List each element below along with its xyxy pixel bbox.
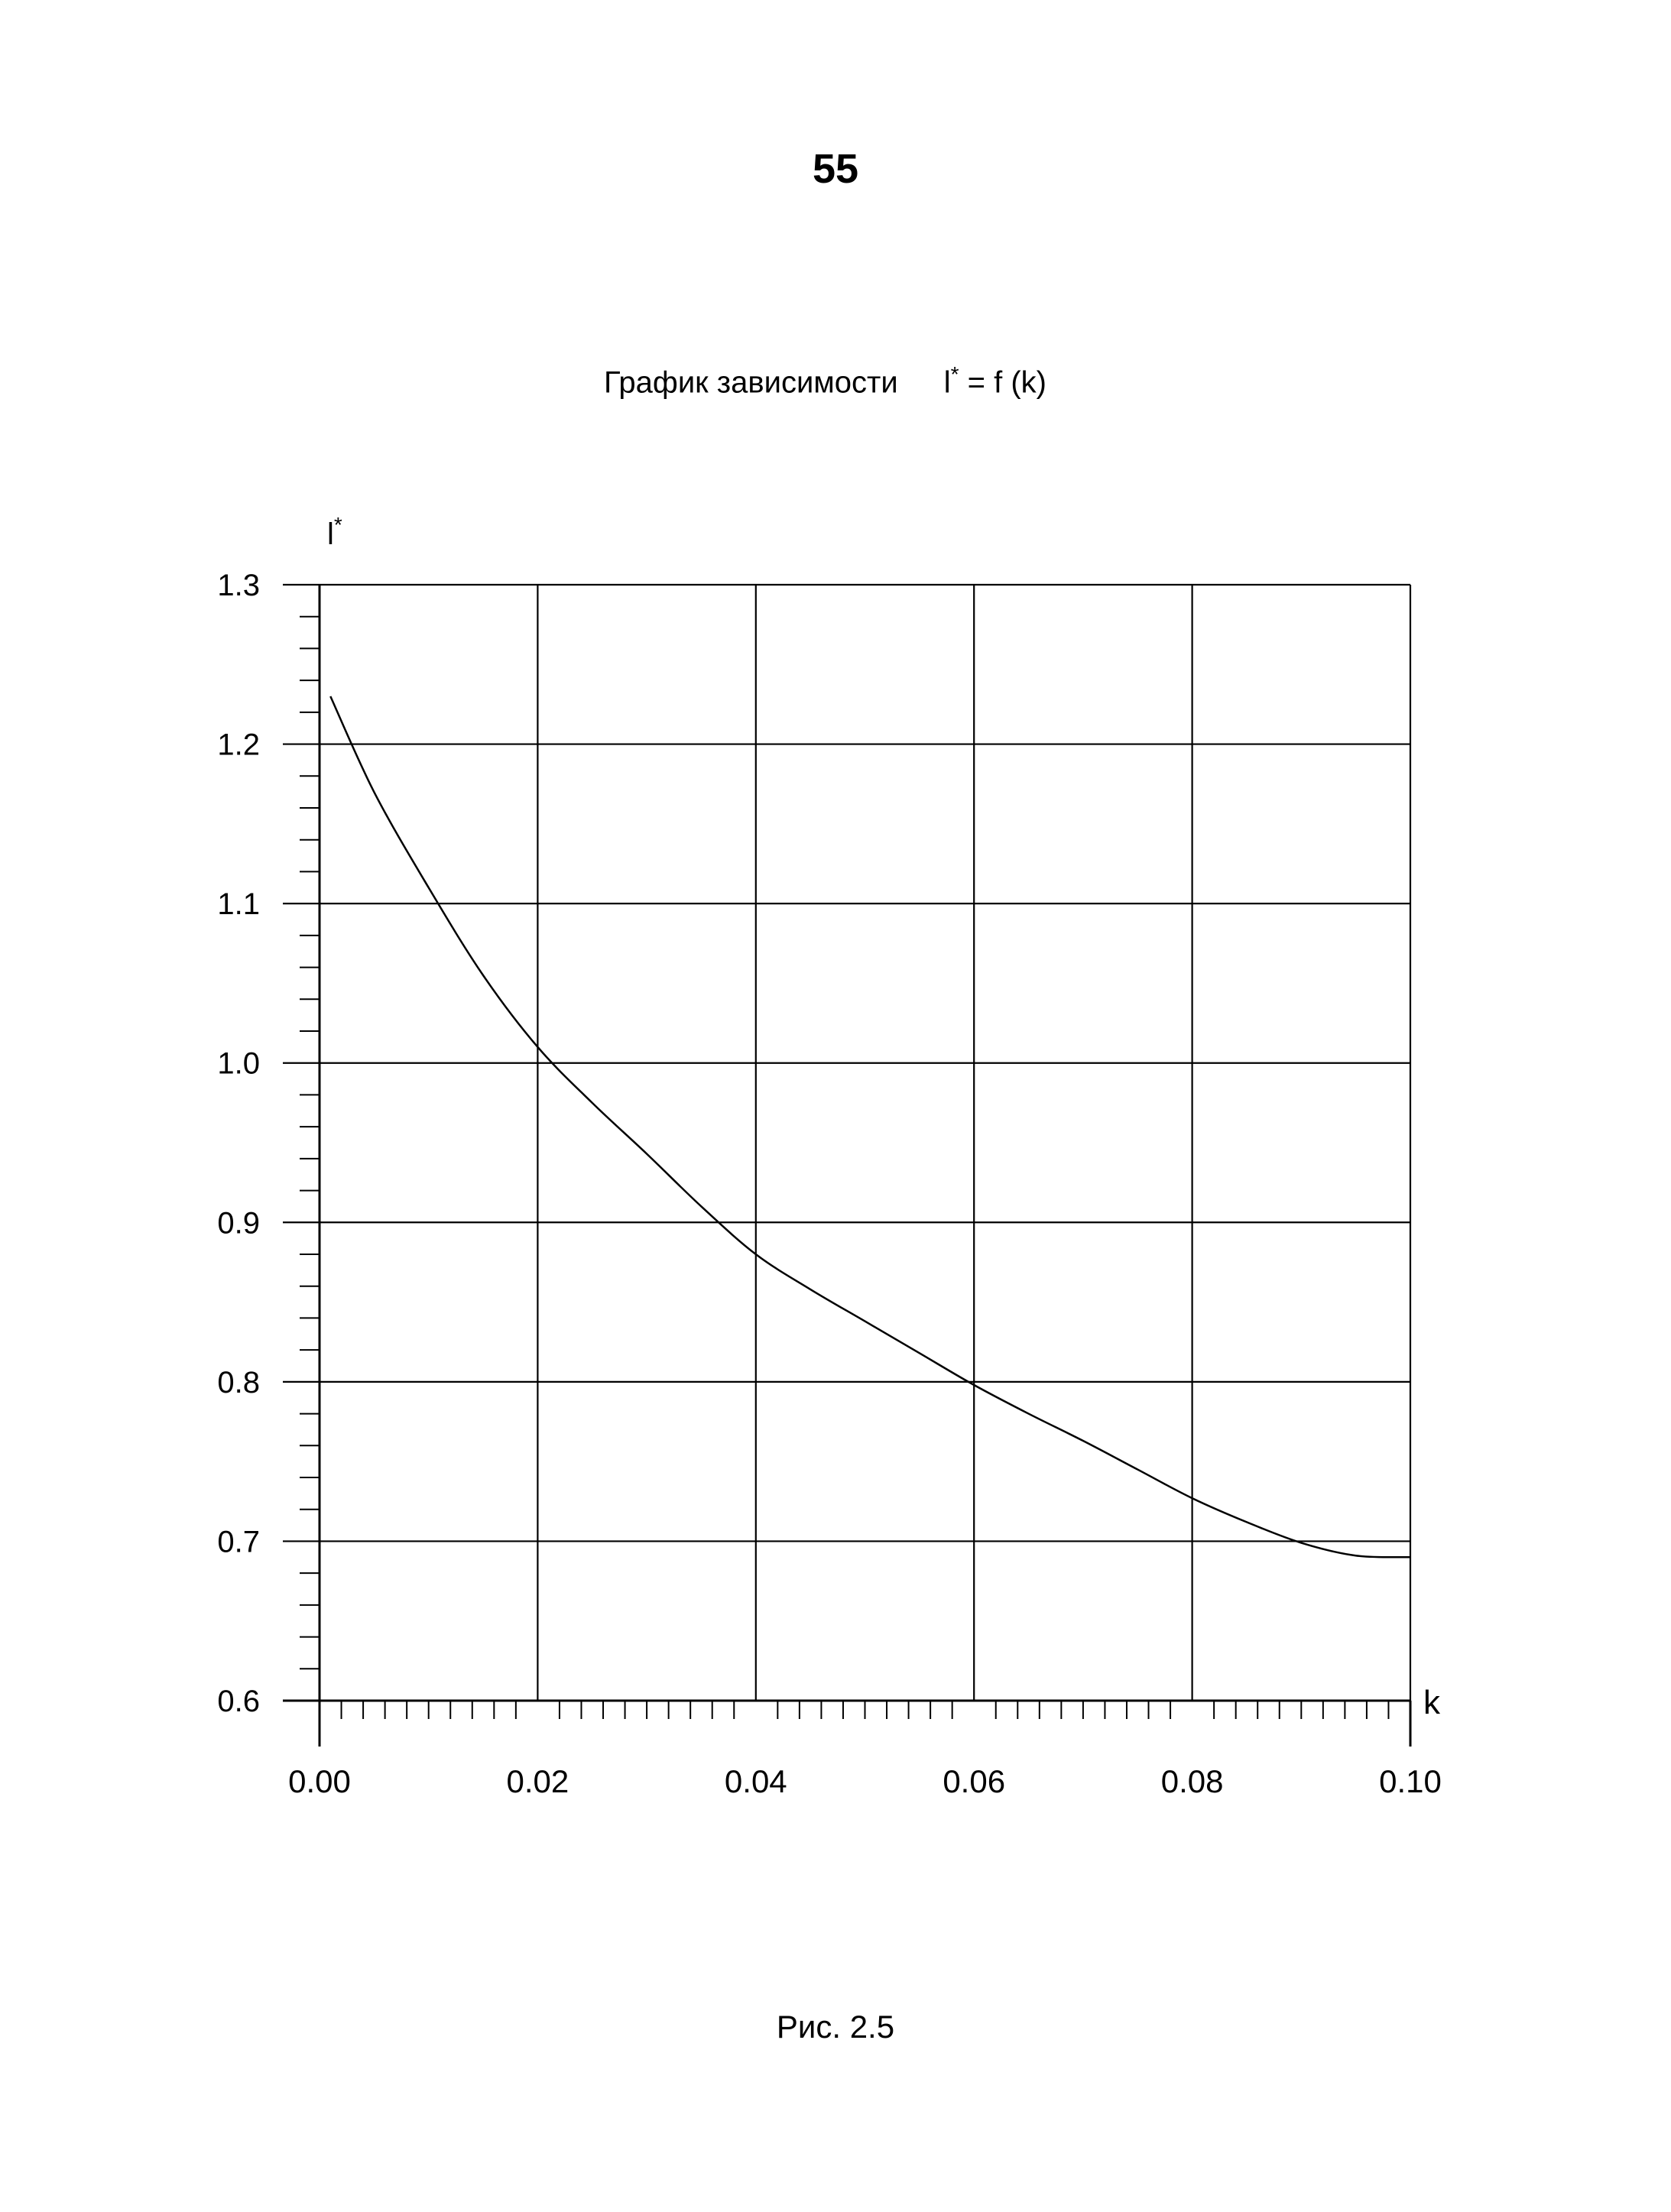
x-tick-label: 0.00 [288, 1763, 351, 1799]
y-axis-label: l* [327, 513, 342, 551]
chart-axes [283, 585, 1412, 1747]
chart-tick-labels: 1.3 1.2 1.1 1.0 0.9 0.8 0.7 0.6 0.00 0.02 0.04 0.06… [217, 569, 1441, 1799]
x-tick-label: 0.06 [943, 1763, 1005, 1799]
chart-minor-ticks [300, 615, 1390, 1719]
chart-title-text: График зависимости [604, 365, 898, 400]
x-tick-label: 0.04 [725, 1763, 787, 1799]
chart-title-formula-sup: * [950, 362, 959, 386]
y-tick-label: 1.2 [217, 728, 260, 762]
series-line [329, 696, 1411, 1558]
y-tick-label: 1.0 [217, 1047, 260, 1081]
y-tick-label: 1.3 [217, 569, 260, 602]
chart-title: График зависимости l* = f (k) [604, 362, 1046, 400]
chart-grid [283, 583, 1412, 1701]
chart-title-formula-rest: = f (k) [959, 365, 1046, 400]
y-tick-label: 0.9 [217, 1206, 260, 1240]
y-axis-label-sup: * [334, 513, 342, 537]
y-tick-label: 0.6 [217, 1685, 260, 1718]
x-tick-label: 0.10 [1379, 1763, 1442, 1799]
y-axis-label-base: l [327, 517, 334, 551]
x-axis-label: k [1423, 1684, 1441, 1721]
y-tick-label: 0.8 [217, 1366, 260, 1400]
page-number: 55 [812, 146, 859, 192]
x-tick-label: 0.02 [507, 1763, 569, 1799]
figure-caption: Рис. 2.5 [776, 2009, 895, 2045]
y-tick-label: 1.1 [217, 887, 260, 921]
y-tick-label: 0.7 [217, 1525, 260, 1558]
x-tick-label: 0.08 [1161, 1763, 1224, 1799]
chart-title-formula-base: l [943, 365, 951, 400]
